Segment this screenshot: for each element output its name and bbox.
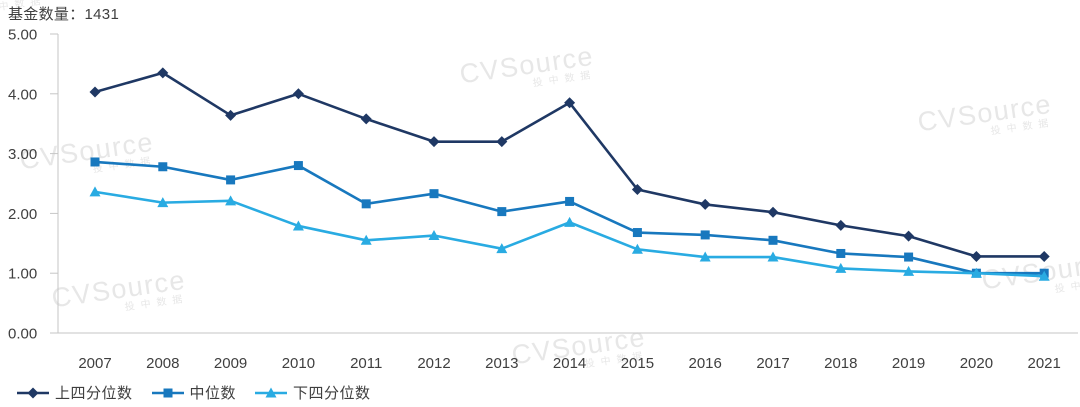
page-title: 基金数量：1431 [8, 3, 119, 24]
triangle-marker-icon [631, 243, 643, 254]
x-axis-label: 2014 [553, 355, 586, 372]
legend-item-lower-quartile: 下四分位数 [254, 382, 371, 403]
x-axis-label: 2013 [485, 355, 518, 372]
diamond-marker-icon [1038, 250, 1050, 262]
diamond-marker-icon [17, 387, 49, 398]
line-chart: 5.00 4.00 3.00 2.00 1.00 0.00 2007 2008 2009 2010… [8, 27, 1078, 372]
square-marker-icon [163, 388, 173, 397]
diamond-marker-icon [970, 250, 982, 262]
x-axis-label: 2008 [146, 355, 179, 372]
triangle-marker-icon [157, 197, 169, 208]
square-marker-icon [497, 207, 507, 217]
diamond-marker-icon [292, 88, 304, 100]
square-marker-icon [700, 230, 710, 240]
y-axis-label: 4.00 [8, 86, 37, 103]
square-marker-icon [151, 388, 184, 397]
square-marker-icon [429, 189, 439, 199]
diamond-marker-icon [428, 136, 440, 148]
diamond-marker-icon [564, 97, 576, 109]
x-axis-label: 2007 [78, 355, 111, 372]
square-marker-icon [768, 235, 778, 245]
triangle-marker-icon [835, 262, 847, 273]
square-marker-icon [904, 252, 914, 262]
square-marker-icon [90, 157, 100, 167]
triangle-marker-icon [292, 220, 304, 231]
square-marker-icon [632, 228, 642, 238]
x-axis-label: 2018 [824, 355, 857, 372]
square-marker-icon [836, 248, 846, 258]
y-axis-label: 1.00 [8, 266, 37, 283]
diamond-marker-icon [496, 136, 508, 148]
square-marker-icon [158, 162, 168, 172]
legend-label: 下四分位数 [293, 385, 371, 402]
triangle-marker-icon [767, 251, 779, 262]
legend-item-upper-quartile: 上四分位数 [16, 382, 133, 403]
x-axis-label: 2009 [214, 355, 247, 372]
diamond-marker-icon [89, 86, 101, 98]
x-axis-label: 2016 [689, 355, 722, 372]
x-axis-label: 2015 [621, 355, 654, 372]
triangle-marker-icon [699, 251, 711, 262]
x-axis-label: 2011 [350, 355, 382, 372]
legend: 上四分位数 中位数 下四分位数 [16, 382, 371, 403]
triangle-marker-icon [255, 387, 288, 397]
y-axis-label: 5.00 [8, 27, 37, 44]
diamond-marker-icon [631, 183, 643, 195]
x-axis-label: 2017 [756, 355, 789, 372]
square-marker-icon [293, 161, 303, 171]
diamond-marker-icon [225, 109, 237, 121]
diamond-marker-icon [835, 219, 847, 231]
x-axis-label: 2010 [282, 355, 315, 372]
legend-item-median: 中位数 [151, 382, 237, 403]
legend-label: 上四分位数 [55, 385, 133, 402]
triangle-marker-icon [89, 186, 101, 197]
x-axis-label: 2020 [960, 355, 993, 372]
triangle-marker-icon [903, 265, 915, 276]
triangle-marker-icon [265, 387, 277, 397]
y-axis-label: 3.00 [8, 146, 37, 163]
triangle-marker-icon [496, 243, 508, 254]
fund-count-value: 1431 [84, 6, 120, 23]
diamond-marker-icon [699, 198, 711, 210]
x-axis-label: 2019 [892, 355, 925, 372]
diamond-marker-icon [767, 206, 779, 218]
x-axis-label: 2012 [417, 355, 450, 372]
x-axis-label: 2021 [1028, 355, 1061, 372]
square-marker-icon [361, 199, 371, 209]
diamond-marker-icon [157, 67, 169, 79]
diamond-marker-icon [360, 113, 372, 125]
y-axis-label: 0.00 [8, 326, 37, 343]
square-marker-icon [226, 175, 236, 185]
triangle-marker-icon [970, 267, 982, 278]
diamond-marker-icon [27, 387, 39, 398]
square-marker-icon [565, 196, 575, 206]
diamond-marker-icon [903, 230, 915, 242]
y-axis-label: 2.00 [8, 206, 37, 223]
triangle-marker-icon [1038, 270, 1050, 281]
fund-count-label: 基金数量： [8, 6, 85, 23]
triangle-marker-icon [564, 216, 576, 227]
triangle-marker-icon [360, 234, 372, 245]
triangle-marker-icon [225, 195, 237, 206]
triangle-marker-icon [428, 230, 440, 241]
legend-label: 中位数 [189, 385, 237, 402]
